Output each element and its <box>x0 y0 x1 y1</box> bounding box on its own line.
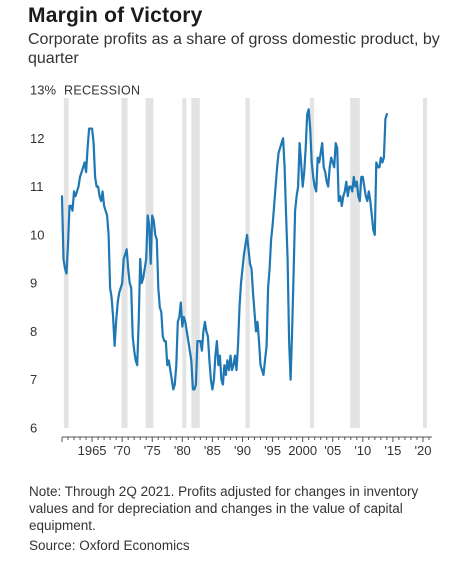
x-tick-label: '85 <box>204 443 221 458</box>
chart-source: Source: Oxford Economics <box>29 538 190 553</box>
recession-band <box>422 98 427 428</box>
chart-title: Margin of Victory <box>28 4 203 27</box>
y-tick-label: 6 <box>30 421 37 436</box>
x-tick-label: '05 <box>324 443 341 458</box>
y-tick-label: 10 <box>30 227 44 242</box>
recession-legend-label: RECESSION <box>64 84 140 98</box>
y-tick-label: 7 <box>30 372 37 387</box>
x-tick-label: '95 <box>264 443 281 458</box>
y-tick-label: 12 <box>30 131 44 146</box>
y-tick-label-top: 13% <box>30 83 56 98</box>
x-tick-label: '90 <box>234 443 251 458</box>
recession-band <box>245 98 250 428</box>
recession-band <box>350 98 360 428</box>
x-tick-label: '75 <box>144 443 161 458</box>
axes: 6 7 8 9 10 11 12 13% RECESSION 1965 '70 '75 '80 '85 '9… <box>30 83 432 458</box>
recession-band <box>145 98 154 428</box>
recession-band <box>182 98 187 428</box>
y-tick-label: 8 <box>30 324 37 339</box>
recession-band <box>121 98 128 428</box>
chart-subtitle: Corporate profits as a share of gross do… <box>28 31 440 67</box>
chart-note: Note: Through 2Q 2021. Profits adjusted … <box>29 484 419 533</box>
x-tick-label: 2000 <box>288 443 317 458</box>
recession-band <box>191 98 200 428</box>
x-tick-label: 1965 <box>78 443 107 458</box>
recession-band <box>309 98 315 428</box>
x-tick-label: '70 <box>114 443 131 458</box>
y-tick-label: 9 <box>30 276 37 291</box>
x-tick-label: '15 <box>384 443 401 458</box>
data-lines <box>60 108 388 391</box>
x-tick-label: '80 <box>174 443 191 458</box>
chart-svg: 6 7 8 9 10 11 12 13% RECESSION 1965 '70 '75 '80 '85 '9… <box>30 83 432 458</box>
recession-bands <box>63 98 427 428</box>
series-line <box>60 108 388 391</box>
y-tick-label: 11 <box>30 179 44 194</box>
x-tick-label: '20 <box>414 443 431 458</box>
x-tick-label: '10 <box>354 443 371 458</box>
